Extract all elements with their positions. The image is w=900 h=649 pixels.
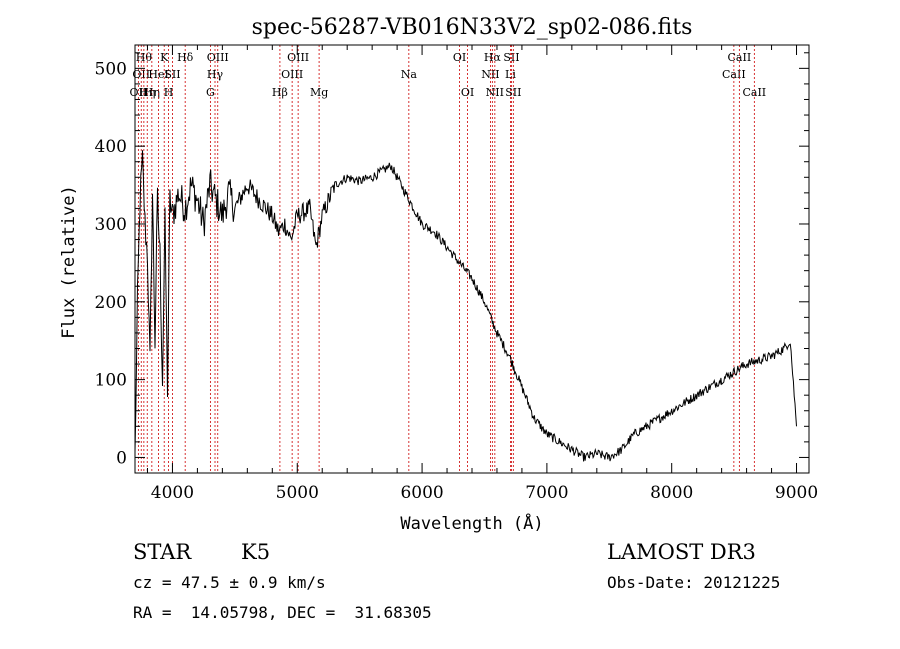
- line-marker-label: G: [206, 86, 215, 99]
- line-marker-label: Hγ: [207, 68, 224, 81]
- x-tick-label: 9000: [775, 483, 818, 503]
- x-tick-label: 5000: [276, 483, 319, 503]
- line-marker-label: HeI: [148, 68, 168, 81]
- x-tick-label: 4000: [151, 483, 194, 503]
- y-tick-label: 100: [95, 371, 127, 391]
- line-marker-label: SII: [505, 86, 521, 99]
- line-marker-label: OII: [130, 86, 148, 99]
- line-marker-label: Hα: [484, 51, 502, 64]
- redshift-value: cz = 47.5 ± 0.9 km/s: [133, 573, 326, 592]
- line-marker-label: OII: [132, 68, 150, 81]
- y-axis: 0 100 200 300 400 500: [95, 52, 809, 468]
- coordinates: RA = 14.05798, DEC = 31.68305: [133, 603, 432, 622]
- line-marker-label: Hη: [139, 86, 155, 99]
- plot-area: [134, 44, 810, 474]
- survey-name: LAMOST DR3: [607, 540, 756, 564]
- y-tick-label: 300: [95, 215, 127, 235]
- line-marker-label: CaII: [742, 86, 766, 99]
- line-marker-label: OI: [461, 86, 474, 99]
- y-axis-label: Flux (relative): [59, 185, 79, 339]
- line-marker-label: H: [164, 86, 174, 99]
- line-marker-label: Hβ: [272, 86, 288, 99]
- line-marker-label: Hθ: [136, 51, 153, 64]
- line-marker-label: OIII: [287, 51, 309, 64]
- subclass: K5: [241, 540, 271, 564]
- x-axis-label: Wavelength (Å): [400, 512, 543, 534]
- x-axis: 4000 5000 6000 7000 8000 9000: [146, 45, 818, 503]
- line-marker-label: CaII: [728, 51, 752, 64]
- y-tick-label: 500: [95, 59, 127, 79]
- line-marker-label: SII: [503, 51, 519, 64]
- line-marker-label: Hη: [144, 86, 160, 99]
- line-marker-label: Li: [505, 68, 516, 81]
- line-marker-label: SII: [164, 68, 180, 81]
- line-marker-label: NII: [486, 86, 504, 99]
- line-marker-label: Mg: [310, 86, 328, 99]
- object-type: STAR: [133, 540, 192, 564]
- x-tick-label: 6000: [400, 483, 443, 503]
- spectrum-chart: spec-56287-VB016N33V2_sp02-086.fits OIIO…: [59, 15, 818, 534]
- line-marker-label: NII: [481, 68, 499, 81]
- x-tick-label: 8000: [650, 483, 693, 503]
- line-marker-label: Hδ: [177, 51, 194, 64]
- line-marker-label: OI: [453, 51, 466, 64]
- spectrum-series-line: [134, 150, 797, 462]
- line-marker-label: OIII: [207, 51, 229, 64]
- line-marker-label: OIII: [281, 68, 303, 81]
- line-marker-label: K: [160, 51, 169, 64]
- obs-date: Obs-Date: 20121225: [607, 573, 781, 592]
- y-tick-label: 0: [116, 448, 127, 468]
- y-tick-label: 200: [95, 293, 127, 313]
- plot-frame: [134, 44, 810, 474]
- line-marker-label: CaII: [722, 68, 746, 81]
- line-marker-label: Na: [401, 68, 418, 81]
- y-tick-label: 400: [95, 137, 127, 157]
- chart-title: spec-56287-VB016N33V2_sp02-086.fits: [252, 15, 693, 40]
- x-tick-label: 7000: [525, 483, 568, 503]
